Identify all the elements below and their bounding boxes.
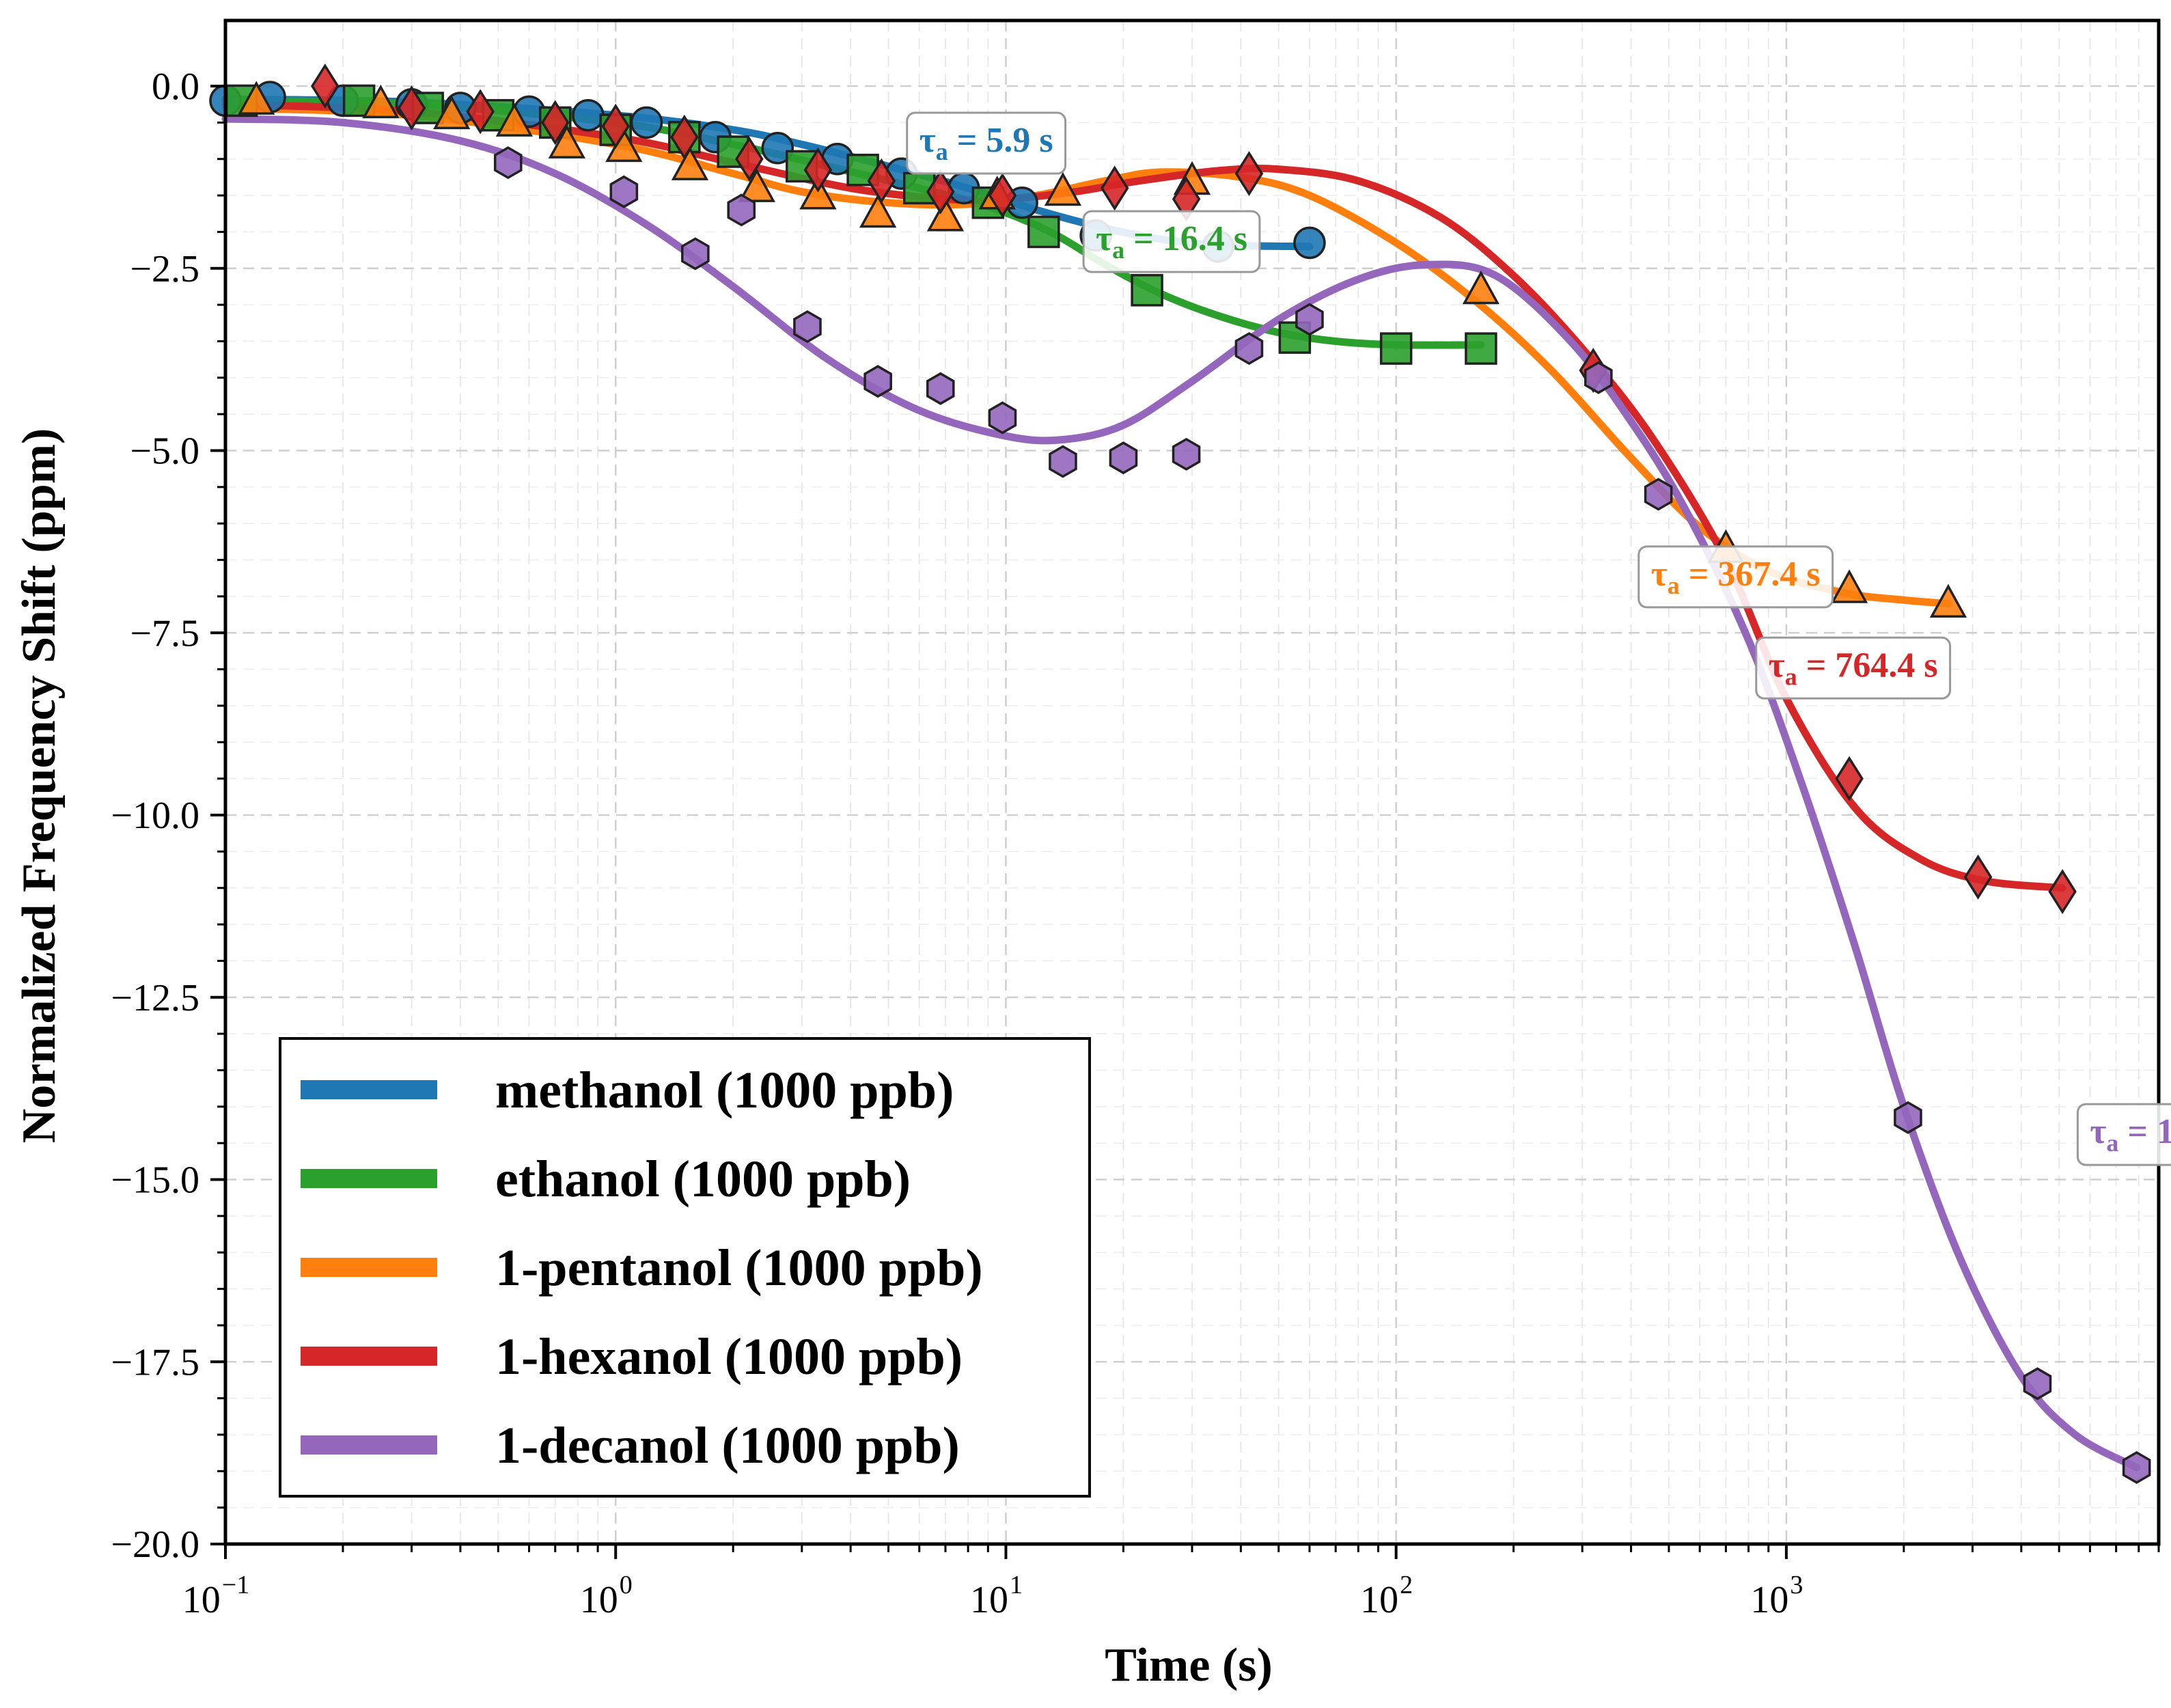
data-point-1-decanol: [1172, 437, 1201, 471]
data-point-1-pentanol: [1044, 171, 1082, 206]
data-point-methanol: [1293, 226, 1326, 260]
legend: methanol (1000 ppb) ethanol (1000 ppb) 1-p…: [279, 1037, 1091, 1498]
data-point-1-decanol: [1109, 441, 1138, 475]
tau-annotation-ethanol: τa = 16.4 s: [1082, 210, 1261, 273]
tau-annotation-1-hexanol: τa = 764.4 s: [1755, 636, 1952, 700]
annotation-box: [1755, 636, 1952, 700]
annotation-box: [906, 111, 1067, 175]
data-point-1-decanol: [1295, 303, 1324, 336]
y-tick-label: −15.0: [111, 1159, 199, 1202]
x-tick-label: 10−1: [182, 1571, 249, 1621]
data-point-methanol: [630, 106, 663, 139]
data-point-ethanol: [1278, 321, 1312, 354]
data-point-1-hexanol: [926, 169, 955, 215]
data-point-1-hexanol: [1963, 854, 1993, 900]
y-tick-label: −12.5: [111, 977, 199, 1019]
data-point-1-pentanol: [738, 168, 776, 202]
y-tick-label: −7.5: [130, 612, 199, 655]
data-point-1-hexanol: [1234, 151, 1264, 197]
data-point-1-hexanol: [670, 114, 699, 160]
fit-curve-1-decanol: [221, 115, 2141, 1472]
data-point-1-pentanol: [362, 84, 400, 119]
y-axis-title: Normalized Frequency Shift (ppm): [13, 428, 66, 1144]
data-point-1-hexanol: [397, 85, 426, 131]
annotation-box: [1637, 545, 1834, 609]
data-point-1-decanol: [1049, 445, 1077, 478]
fit-curve-1-hexanol: [221, 100, 2066, 892]
data-point-1-decanol: [1234, 332, 1264, 366]
legend-label-ethanol: ethanol (1000 ppb): [495, 1151, 911, 1208]
y-tick-label: −5.0: [130, 430, 199, 473]
legend-label-methanol: methanol (1000 ppb): [495, 1062, 954, 1119]
data-point-1-decanol: [2122, 1450, 2151, 1485]
axes: 0.0 −2.5 −5.0 −7.5 −10.0 −12.5 −15.0 −17.5 −20.0…: [111, 18, 2161, 1621]
data-point-1-decanol: [863, 365, 892, 398]
x-axis-title: Time (s): [1105, 1639, 1273, 1692]
y-tick-label: −20.0: [111, 1524, 199, 1566]
annotation-text: τa = 5.9 s: [919, 121, 1053, 165]
y-tick-label: −10.0: [111, 795, 199, 837]
data-point-methanol: [761, 131, 794, 165]
data-point-1-decanol: [1644, 478, 1673, 511]
legend-label-1-hexanol: 1-hexanol (1000 ppb): [495, 1328, 963, 1386]
data-point-1-pentanol: [238, 81, 275, 115]
annotation-box: [2076, 1103, 2171, 1166]
legend-label-1-pentanol: 1-pentanol (1000 ppb): [495, 1239, 983, 1297]
data-point-ethanol: [1027, 215, 1060, 249]
data-point-1-pentanol: [1462, 270, 1500, 305]
data-point-1-pentanol: [926, 197, 965, 232]
data-point-ethanol: [1379, 332, 1413, 365]
data-point-1-hexanol: [1100, 165, 1129, 211]
tau-annotation-methanol: τa = 5.9 s: [906, 111, 1067, 175]
data-point-1-pentanol: [799, 176, 837, 210]
data-point-1-hexanol: [540, 100, 570, 146]
data-point-1-hexanol: [1835, 756, 1864, 801]
annotation-box: [1082, 210, 1261, 273]
data-point-1-hexanol: [735, 136, 764, 182]
y-tick-label: −17.5: [111, 1341, 199, 1383]
data-point-1-hexanol: [311, 64, 340, 109]
annotation-text: τa = 16.4 s: [1096, 219, 1247, 264]
data-point-1-pentanol: [1929, 583, 1967, 618]
data-point-1-pentanol: [1830, 569, 1868, 603]
tau-annotation-1-decanol: τa = 1554.99 s: [2076, 1103, 2171, 1166]
data-point-1-decanol: [988, 401, 1017, 435]
data-point-1-decanol: [2023, 1367, 2052, 1401]
annotation-text: τa = 764.4 s: [1769, 646, 1938, 690]
annotations: τa = 5.9 s τa = 16.4 s τa = 367.4 s τa = 76…: [906, 111, 2171, 1166]
data-point-1-decanol: [609, 175, 639, 208]
data-point-1-pentanol: [548, 124, 586, 159]
annotation-text: τa = 1554.99 s: [2090, 1112, 2171, 1157]
data-point-1-hexanol: [867, 158, 896, 204]
data-point-1-decanol: [1894, 1101, 1922, 1134]
data-point-ethanol: [1131, 274, 1163, 307]
data-point-1-decanol: [793, 310, 822, 344]
data-point-1-decanol: [926, 372, 955, 405]
data-point-1-hexanol: [2048, 869, 2077, 915]
plot-frame: [223, 18, 2161, 1546]
y-tick-label: −2.5: [130, 248, 199, 290]
data-point-ethanol: [1465, 332, 1497, 365]
data-point-1-pentanol: [859, 193, 897, 228]
tau-annotation-1-pentanol: τa = 367.4 s: [1637, 545, 1834, 609]
data-point-1-decanol: [727, 193, 756, 227]
data-point-1-pentanol: [433, 95, 471, 130]
data-point-methanol: [572, 98, 605, 132]
data-point-1-decanol: [493, 146, 523, 180]
annotation-text: τa = 367.4 s: [1651, 555, 1821, 599]
data-point-1-hexanol: [988, 173, 1017, 219]
y-tick-label: 0.0: [152, 66, 199, 108]
data-point-1-hexanol: [803, 147, 833, 193]
data-point-1-decanol: [1584, 361, 1613, 394]
data-point-1-hexanol: [601, 103, 630, 149]
data-point-1-pentanol: [671, 146, 709, 180]
data-point-1-decanol: [681, 237, 710, 271]
data-point-1-pentanol: [495, 102, 534, 137]
legend-label-1-decanol: 1-decanol (1000 ppb): [495, 1417, 960, 1474]
data-point-1-hexanol: [466, 89, 495, 135]
